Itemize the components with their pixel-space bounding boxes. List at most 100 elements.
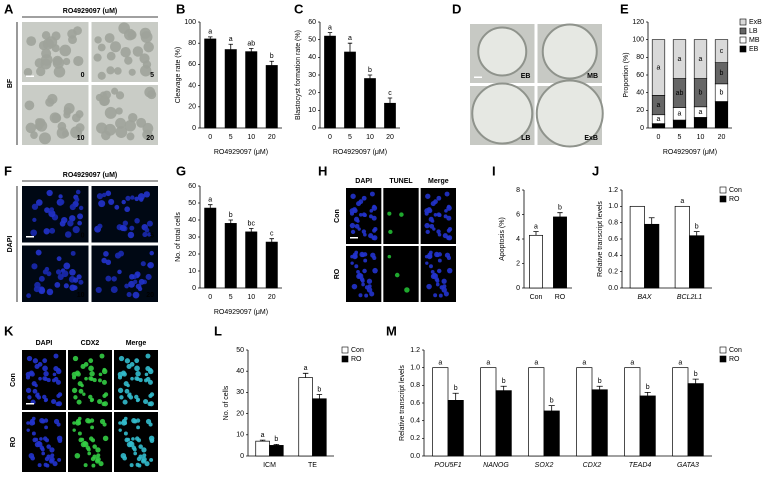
error-bar xyxy=(452,392,459,401)
bar xyxy=(245,231,258,289)
cell xyxy=(132,291,140,299)
bar-segment xyxy=(693,117,708,129)
cell xyxy=(140,31,153,43)
legend-label: LB xyxy=(749,28,758,35)
cell xyxy=(80,383,84,388)
significance-letter: a xyxy=(657,116,661,123)
cell xyxy=(41,451,46,456)
cell xyxy=(353,254,358,259)
cell xyxy=(78,437,84,443)
cell xyxy=(73,55,84,67)
y-tick-label: 100 xyxy=(184,19,196,26)
legend-swatch xyxy=(719,346,727,354)
cell xyxy=(359,251,365,258)
cell xyxy=(59,220,66,227)
error-bar xyxy=(327,32,333,37)
y-tick-label: 0.2 xyxy=(410,435,420,442)
cell xyxy=(372,228,377,233)
y-tick-label: 1.2 xyxy=(410,347,420,354)
cell xyxy=(369,291,375,297)
cell xyxy=(136,425,141,430)
cell xyxy=(368,214,373,219)
cell xyxy=(115,126,128,138)
cell xyxy=(446,267,453,274)
cell xyxy=(49,207,55,212)
y-tick-label: 0.6 xyxy=(410,400,420,407)
significance-letter: a xyxy=(657,102,661,109)
cell xyxy=(117,387,124,394)
cell xyxy=(128,395,134,400)
cell xyxy=(134,365,140,372)
column-header: CDX2 xyxy=(81,340,100,347)
y-tick-label: 20 xyxy=(308,90,316,97)
error-bar xyxy=(207,204,213,209)
cell xyxy=(432,227,436,231)
cell xyxy=(63,262,71,270)
y-tick-label: 30 xyxy=(308,72,316,79)
y-axis-title: Blastocyst formation rate (%) xyxy=(295,30,302,120)
significance-letter: a xyxy=(678,111,682,118)
y-tick-label: 40 xyxy=(188,217,196,224)
y-axis-title: Apoptosis (%) xyxy=(499,217,506,261)
cell xyxy=(140,261,146,267)
legend-label: Con xyxy=(729,187,742,194)
bar-segment xyxy=(672,39,687,79)
significance-letter: a xyxy=(699,109,703,116)
significance-letter: b xyxy=(274,436,278,443)
cell xyxy=(96,193,103,200)
cell xyxy=(48,458,54,464)
error-bar xyxy=(500,385,507,391)
cell xyxy=(103,251,109,257)
cell xyxy=(102,90,111,99)
significance-letter: a xyxy=(680,198,684,205)
y-tick-label: 0.8 xyxy=(410,382,420,389)
y-tick-label: 0 xyxy=(192,285,196,292)
bar xyxy=(672,367,689,457)
cell xyxy=(117,269,122,275)
cell xyxy=(82,441,89,448)
bar xyxy=(624,367,641,457)
cell xyxy=(114,67,122,75)
y-tick-label: 1.0 xyxy=(410,365,420,372)
x-tick-label: RO xyxy=(555,294,566,301)
cell xyxy=(42,365,48,372)
error-bar xyxy=(692,378,699,384)
legend-swatch xyxy=(719,355,727,363)
cell xyxy=(148,401,154,407)
bar xyxy=(639,395,656,457)
cell xyxy=(124,283,130,289)
cell xyxy=(84,376,88,381)
bar-segment xyxy=(714,101,729,129)
cell xyxy=(85,418,91,424)
y-tick-label: 40 xyxy=(308,54,316,61)
cell xyxy=(446,228,451,233)
cell xyxy=(147,261,154,269)
bar xyxy=(495,390,512,457)
y-axis-title: Cleavage rate (%) xyxy=(175,47,182,103)
cell xyxy=(46,444,51,449)
image-label: 0 xyxy=(81,232,85,239)
cell xyxy=(39,132,51,145)
cell xyxy=(433,293,438,298)
cell xyxy=(67,220,74,227)
embryo xyxy=(471,82,534,145)
cell xyxy=(124,388,130,394)
image-label: 10 xyxy=(77,292,85,299)
cell xyxy=(70,250,76,256)
cell xyxy=(354,264,359,269)
cell xyxy=(74,197,80,203)
column-header: Merge xyxy=(428,178,449,185)
significance-letter: a xyxy=(534,360,538,367)
cell xyxy=(394,272,400,278)
cell xyxy=(53,66,66,78)
cell xyxy=(149,250,154,256)
cell xyxy=(105,275,112,282)
cell xyxy=(129,225,135,231)
cell xyxy=(146,220,153,227)
cell xyxy=(352,207,357,212)
cell xyxy=(31,431,36,436)
bar-segment xyxy=(651,123,666,129)
x-tick-label: 20 xyxy=(718,134,726,141)
cell xyxy=(119,395,124,400)
significance-letter: a xyxy=(534,223,538,230)
